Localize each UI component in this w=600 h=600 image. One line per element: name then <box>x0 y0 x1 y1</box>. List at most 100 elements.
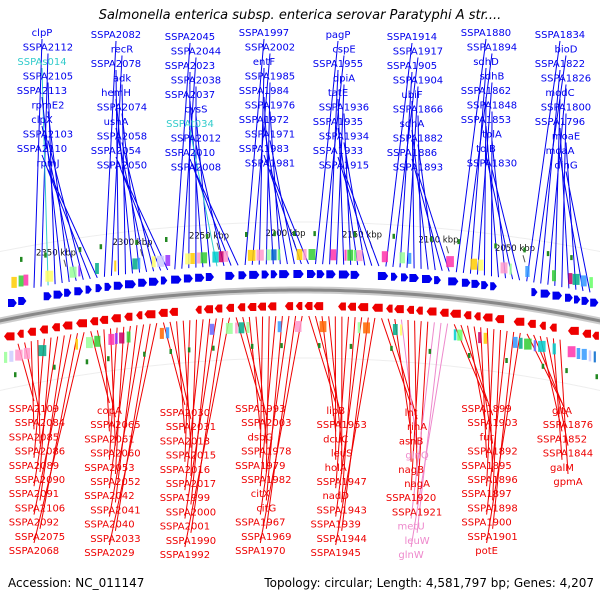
forward-gene-label[interactable]: SSPA1984 <box>239 86 289 97</box>
forward-gene-label[interactable]: dpiA <box>333 74 355 85</box>
reverse-gene-label[interactable]: SSPA2060 <box>90 449 140 460</box>
forward-gene-label[interactable]: SSPA2110 <box>17 144 67 155</box>
reverse-gene-label[interactable]: lnt <box>405 408 418 419</box>
forward-gene-label[interactable]: SSPA2082 <box>91 30 141 41</box>
reverse-gene-label[interactable]: SSPA2089 <box>9 461 59 472</box>
forward-gene-label[interactable]: SSPA1882 <box>393 134 443 145</box>
forward-gene-label[interactable]: SSPA1971 <box>245 130 295 141</box>
forward-gene-label[interactable]: SSPA1830 <box>467 159 517 170</box>
reverse-gene-label[interactable]: gpmA <box>553 477 582 488</box>
forward-gene-label[interactable]: SSPA1893 <box>393 163 443 174</box>
forward-gene-label[interactable]: SSPA1866 <box>393 105 443 116</box>
forward-gene-label[interactable]: SSPA1886 <box>387 148 437 159</box>
forward-gene-label[interactable]: cysS <box>185 105 208 116</box>
reverse-gene-label[interactable]: SSPA2052 <box>90 477 140 488</box>
reverse-gene-label[interactable]: SSPA2041 <box>90 505 140 516</box>
forward-gene-label[interactable]: SSPA1880 <box>461 28 511 39</box>
forward-gene-label[interactable]: SSPA2044 <box>171 47 221 58</box>
reverse-gene-label[interactable]: SSPA1943 <box>317 505 367 516</box>
reverse-gene-label[interactable]: holA <box>325 463 347 474</box>
forward-gene-label[interactable]: hemH <box>101 88 131 99</box>
forward-gene-label[interactable]: ushA <box>104 117 129 128</box>
reverse-gene-label[interactable]: SSPA1982 <box>241 475 291 486</box>
forward-gene-label[interactable]: SSPA1917 <box>393 47 443 58</box>
reverse-gene-label[interactable]: potE <box>475 546 498 557</box>
reverse-gene-label[interactable]: SSPA1970 <box>235 546 285 557</box>
forward-gene-label[interactable]: SSPA2050 <box>97 161 147 172</box>
forward-gene-label[interactable]: SSPA2045 <box>165 32 215 43</box>
forward-gene-label[interactable]: SSPA2078 <box>91 59 141 70</box>
reverse-gene-label[interactable]: SSPA2065 <box>90 420 140 431</box>
reverse-gene-label[interactable]: SSPA1947 <box>317 477 367 488</box>
forward-gene-label[interactable]: SSPA1914 <box>387 32 437 43</box>
forward-gene-label[interactable]: SSPA2012 <box>171 134 221 145</box>
forward-gene-label[interactable]: SSPA1826 <box>541 74 591 85</box>
forward-gene-label[interactable]: SSPA2038 <box>171 76 221 87</box>
reverse-gene-label[interactable]: SSPA1900 <box>461 518 511 529</box>
forward-gene-label[interactable]: SSPA1796 <box>535 117 585 128</box>
reverse-gene-label[interactable]: SSPA1939 <box>311 520 361 531</box>
reverse-gene-label[interactable]: lipB <box>326 406 345 417</box>
reverse-gene-label[interactable]: SSPA2084 <box>15 418 65 429</box>
reverse-gene-label[interactable]: SSPA2015 <box>166 451 216 462</box>
reverse-gene-label[interactable]: SSPA2017 <box>166 479 216 490</box>
forward-gene-label[interactable]: rpmJ <box>36 159 59 170</box>
forward-gene-label[interactable]: SSPA2074 <box>97 103 147 114</box>
reverse-gene-label[interactable]: galM <box>550 463 574 474</box>
reverse-gene-label[interactable]: SSPA1992 <box>160 550 210 561</box>
forward-gene-label[interactable]: bioD <box>555 45 578 56</box>
forward-gene-label[interactable]: SSPAs014 <box>17 57 66 68</box>
forward-gene-label[interactable]: SSPA2113 <box>17 86 67 97</box>
forward-gene-label[interactable]: SSPA2103 <box>23 130 73 141</box>
forward-gene-label[interactable]: SSPA2008 <box>171 163 221 174</box>
reverse-gene-label[interactable]: SSPA2092 <box>9 518 59 529</box>
reverse-gene-label[interactable]: leuW <box>405 536 430 547</box>
reverse-gene-label[interactable]: SSPA2042 <box>84 491 134 502</box>
forward-gene-label[interactable]: recR <box>111 45 134 56</box>
reverse-gene-label[interactable]: citG <box>256 503 276 514</box>
forward-gene-label[interactable]: cspE <box>332 45 355 56</box>
forward-gene-label[interactable]: SSPAt034 <box>166 119 214 130</box>
forward-gene-label[interactable]: SSPA1985 <box>245 72 295 83</box>
reverse-gene-label[interactable]: SSPA2031 <box>166 422 216 433</box>
reverse-gene-label[interactable]: glnQ <box>405 451 428 462</box>
reverse-gene-label[interactable]: SSPA1967 <box>235 518 285 529</box>
forward-gene-label[interactable]: SSPA1848 <box>467 101 517 112</box>
forward-gene-label[interactable]: entF <box>253 57 275 68</box>
forward-gene-label[interactable]: tatE <box>328 88 348 99</box>
forward-gene-label[interactable]: SSPA1955 <box>313 59 363 70</box>
reverse-gene-label[interactable]: SSPA1892 <box>467 447 517 458</box>
reverse-gene-label[interactable]: fur <box>480 432 495 443</box>
reverse-gene-label[interactable]: SSPA1999 <box>160 493 210 504</box>
reverse-gene-label[interactable]: nagB <box>398 465 424 476</box>
reverse-gene-label[interactable]: rihA <box>407 422 427 433</box>
reverse-gene-label[interactable]: SSPA2109 <box>9 404 59 415</box>
forward-gene-label[interactable]: SSPA1915 <box>319 161 369 172</box>
reverse-gene-label[interactable]: SSPA2016 <box>160 465 210 476</box>
reverse-gene-label[interactable]: SSPA1921 <box>392 507 442 518</box>
forward-gene-label[interactable]: SSPA1800 <box>541 103 591 114</box>
forward-gene-label[interactable]: SSPA1976 <box>245 101 295 112</box>
forward-gene-label[interactable]: SSPA1862 <box>461 86 511 97</box>
forward-gene-label[interactable]: SSPA1983 <box>239 144 289 155</box>
forward-gene-label[interactable]: adk <box>113 74 131 85</box>
reverse-gene-label[interactable]: SSPA2085 <box>9 432 59 443</box>
reverse-gene-label[interactable]: SSPA1852 <box>537 434 587 445</box>
forward-gene-label[interactable]: SSPA1936 <box>319 103 369 114</box>
reverse-gene-label[interactable]: SSPA1945 <box>311 548 361 559</box>
forward-gene-label[interactable]: SSPA1981 <box>245 159 295 170</box>
forward-gene-label[interactable]: moaA <box>546 146 575 157</box>
reverse-gene-label[interactable]: SSPA2033 <box>90 534 140 545</box>
reverse-gene-label[interactable]: SSPA2091 <box>9 489 59 500</box>
reverse-gene-label[interactable]: leuS <box>331 449 353 460</box>
reverse-gene-label[interactable]: citX <box>251 489 270 500</box>
forward-gene-label[interactable]: SSPA2058 <box>97 132 147 143</box>
reverse-gene-label[interactable]: SSPA1920 <box>386 493 436 504</box>
reverse-gene-label[interactable]: SSPA1897 <box>461 489 511 500</box>
reverse-gene-label[interactable]: SSPA1899 <box>461 404 511 415</box>
reverse-gene-label[interactable]: SSPA2000 <box>166 507 216 518</box>
reverse-gene-label[interactable]: SSPA1953 <box>317 420 367 431</box>
forward-gene-label[interactable]: SSPA1997 <box>239 28 289 39</box>
reverse-gene-label[interactable]: SSPA1979 <box>235 461 285 472</box>
reverse-gene-label[interactable]: SSPA2090 <box>15 475 65 486</box>
